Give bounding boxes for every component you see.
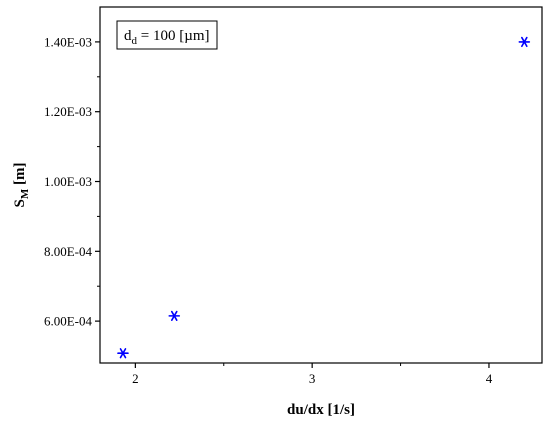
x-axis: 2 3 4 xyxy=(132,363,493,386)
x-tick-label: 2 xyxy=(132,371,139,386)
data-point xyxy=(117,348,129,359)
plot-frame xyxy=(99,6,543,364)
annotation-subscript: d xyxy=(132,35,138,47)
annotation-frame xyxy=(116,20,218,50)
data-point xyxy=(518,36,531,48)
y-axis-title-main: S xyxy=(12,199,28,207)
y-tick-label: 8.00E-04 xyxy=(44,244,93,259)
annotation-text: dd = 100 [µm] xyxy=(124,28,210,47)
data-series xyxy=(117,36,531,359)
y-tick-label: 1.20E-03 xyxy=(44,104,92,119)
y-tick-label: 1.40E-03 xyxy=(44,34,92,49)
y-axis-title: SM [m] xyxy=(12,163,31,208)
annotation-main: d xyxy=(124,28,132,44)
y-tick-label: 1.00E-03 xyxy=(44,174,92,189)
annotation-rest: = 100 [µm] xyxy=(137,28,210,44)
y-axis-title-rest: [m] xyxy=(12,163,28,189)
x-tick-label: 3 xyxy=(309,371,316,386)
x-axis-title: du/dx [1/s] xyxy=(287,402,355,418)
x-tick-label: 4 xyxy=(486,371,493,386)
y-tick-label: 6.00E-04 xyxy=(44,314,93,329)
annotation-box: dd = 100 [µm] xyxy=(116,20,218,50)
y-axis: 6.00E-04 8.00E-04 1.00E-03 1.20E-03 1.40E-03 xyxy=(44,34,100,329)
data-point xyxy=(168,310,181,322)
y-axis-title-subscript: M xyxy=(19,188,31,199)
